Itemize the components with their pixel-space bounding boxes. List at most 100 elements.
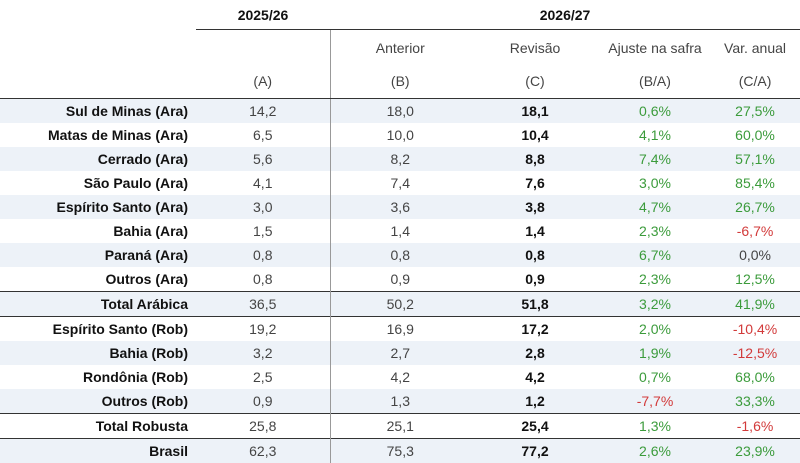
cell: 6,5 xyxy=(196,123,330,147)
cell: 4,2 xyxy=(330,365,470,389)
cell: 0,8 xyxy=(196,243,330,267)
cell: 7,4% xyxy=(600,147,710,171)
column-header-cell: (A) xyxy=(196,30,330,99)
cell: 25,4 xyxy=(470,414,600,439)
column-title: Var. anual xyxy=(710,30,800,74)
cell: 0,8 xyxy=(470,243,600,267)
cell: 3,0% xyxy=(600,171,710,195)
cell: 0,8 xyxy=(330,243,470,267)
group-header: 2025/26 2026/27 xyxy=(0,0,800,30)
cell: 0,0% xyxy=(710,243,800,267)
row-label: Sul de Minas (Ara) xyxy=(0,99,196,124)
column-code: (B/A) xyxy=(600,74,710,88)
table-body: (A)Anterior(B)Revisão(C)Ajuste na safra(… xyxy=(0,30,800,463)
cell: 50,2 xyxy=(330,292,470,317)
blank xyxy=(0,30,196,99)
cell: 3,8 xyxy=(470,195,600,219)
cell: 25,8 xyxy=(196,414,330,439)
group-title: 2025/26 xyxy=(196,0,330,30)
cell: 2,8 xyxy=(470,341,600,365)
cell: 4,7% xyxy=(600,195,710,219)
cell: -12,5% xyxy=(710,341,800,365)
cell: 36,5 xyxy=(196,292,330,317)
row-label: Paraná (Ara) xyxy=(0,243,196,267)
row-label: Espírito Santo (Ara) xyxy=(0,195,196,219)
cell: 27,5% xyxy=(710,99,800,124)
cell: 18,1 xyxy=(470,99,600,124)
cell: 2,0% xyxy=(600,317,710,342)
cell: 14,2 xyxy=(196,99,330,124)
cell: 1,3% xyxy=(600,414,710,439)
row-label: Brasil xyxy=(0,439,196,463)
cell: 2,5 xyxy=(196,365,330,389)
column-code: (A) xyxy=(196,74,330,88)
cell: 7,4 xyxy=(330,171,470,195)
cell: -6,7% xyxy=(710,219,800,243)
cell: 5,6 xyxy=(196,147,330,171)
group-title: 2026/27 xyxy=(330,0,800,30)
cell: 4,2 xyxy=(470,365,600,389)
row-label: Bahia (Ara) xyxy=(0,219,196,243)
row-label: Cerrado (Ara) xyxy=(0,147,196,171)
column-header-cell: Revisão(C) xyxy=(470,30,600,99)
cell: 25,1 xyxy=(330,414,470,439)
cell: 17,2 xyxy=(470,317,600,342)
column-code: (C/A) xyxy=(710,74,800,88)
cell: 1,4 xyxy=(330,219,470,243)
cell: 51,8 xyxy=(470,292,600,317)
row-label: Rondônia (Rob) xyxy=(0,365,196,389)
cell: 7,6 xyxy=(470,171,600,195)
cell: 62,3 xyxy=(196,439,330,463)
column-code: (B) xyxy=(331,74,471,88)
row-label: Total Robusta xyxy=(0,414,196,439)
column-title: Anterior xyxy=(331,30,471,74)
column-code: (C) xyxy=(470,74,600,88)
cell: 3,2 xyxy=(196,341,330,365)
column-title: Ajuste na safra xyxy=(600,30,710,74)
cell: 10,0 xyxy=(330,123,470,147)
cell: 2,3% xyxy=(600,267,710,292)
cell: 6,7% xyxy=(600,243,710,267)
row-label: Espírito Santo (Rob) xyxy=(0,317,196,342)
column-header-cell: Ajuste na safra(B/A) xyxy=(600,30,710,99)
cell: 12,5% xyxy=(710,267,800,292)
cell: 10,4 xyxy=(470,123,600,147)
cell: 4,1% xyxy=(600,123,710,147)
cell: 0,6% xyxy=(600,99,710,124)
cell: 4,1 xyxy=(196,171,330,195)
cell: 23,9% xyxy=(710,439,800,463)
cell: 0,9 xyxy=(196,389,330,414)
cell: 75,3 xyxy=(330,439,470,463)
column-title: Revisão xyxy=(470,30,600,74)
cell: 57,1% xyxy=(710,147,800,171)
row-label: Matas de Minas (Ara) xyxy=(0,123,196,147)
column-header-cell: Var. anual(C/A) xyxy=(710,30,800,99)
cell: 0,9 xyxy=(470,267,600,292)
row-label: Outros (Ara) xyxy=(0,267,196,292)
row-label: Outros (Rob) xyxy=(0,389,196,414)
cell: 0,9 xyxy=(330,267,470,292)
cell: 8,2 xyxy=(330,147,470,171)
cell: 1,5 xyxy=(196,219,330,243)
cell: 8,8 xyxy=(470,147,600,171)
cell: 3,2% xyxy=(600,292,710,317)
row-label: São Paulo (Ara) xyxy=(0,171,196,195)
row-label: Bahia (Rob) xyxy=(0,341,196,365)
cell: -7,7% xyxy=(600,389,710,414)
